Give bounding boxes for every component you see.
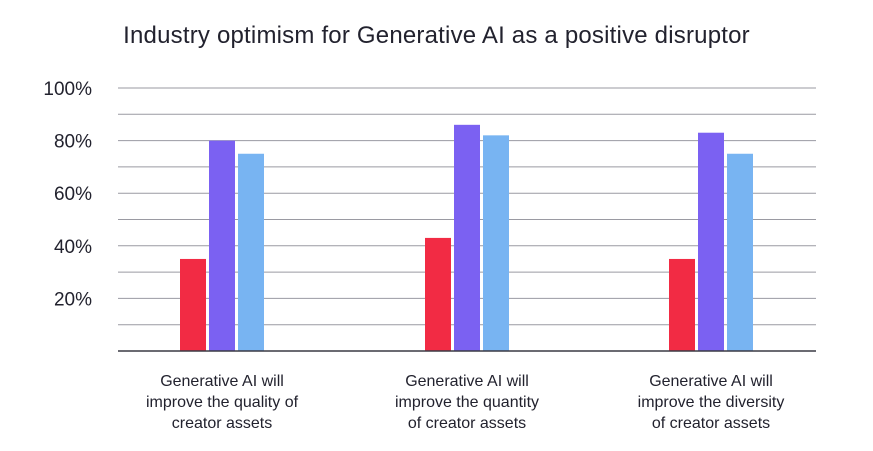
bars <box>180 124 753 351</box>
bar <box>483 135 509 351</box>
bar <box>180 258 206 351</box>
y-tick-label: 100% <box>43 79 92 100</box>
bar <box>698 132 724 351</box>
bar <box>454 124 480 351</box>
x-category-label: Generative AI will improve the diversity… <box>637 373 785 432</box>
y-tick-label: 80% <box>54 132 92 153</box>
bar <box>425 237 451 351</box>
bar <box>238 153 264 351</box>
y-tick-label: 60% <box>54 184 92 205</box>
y-axis-ticks: 100% 80% 60% 40% 20% <box>43 79 92 310</box>
bar <box>209 140 235 351</box>
x-category-label: Generative AI will improve the quality o… <box>145 373 299 432</box>
y-tick-label: 20% <box>54 289 92 310</box>
y-tick-label: 40% <box>54 237 92 258</box>
x-category-label: Generative AI will improve the quantity … <box>394 373 540 432</box>
chart-title: Industry optimism for Generative AI as a… <box>123 22 750 49</box>
bar <box>669 258 695 351</box>
bar <box>727 153 753 351</box>
